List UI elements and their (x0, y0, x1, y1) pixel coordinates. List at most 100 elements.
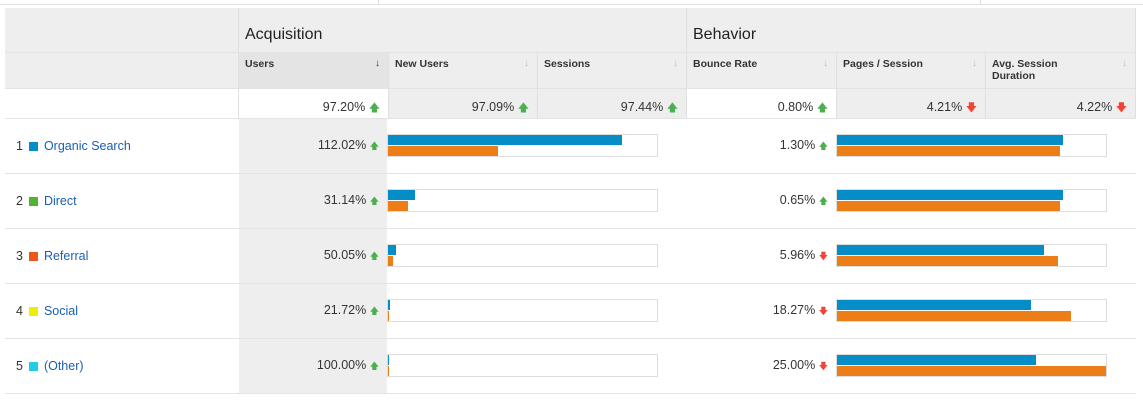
bar-previous (837, 256, 1058, 266)
bar-current (388, 135, 623, 145)
total-cell: 97.20% 🡅 (239, 88, 389, 118)
arrow-down-icon: 🡇 (965, 102, 977, 114)
sort-arrow-icon[interactable]: ↓ (673, 58, 678, 69)
bar-current (837, 245, 1045, 255)
row-label: 3 Referral (5, 229, 239, 284)
arrow-up-icon: 🡅 (368, 102, 380, 114)
acquisition-bar (387, 354, 658, 377)
total-cell: 4.22% 🡇 (986, 88, 1136, 118)
group-header-behavior: Behavior (687, 8, 1136, 52)
table-row: 5 (Other) 100.00% 🡅 25.00% 🡇 (5, 338, 1136, 394)
bar-previous (388, 146, 499, 156)
users-value: 31.14% (323, 193, 367, 207)
column-header[interactable]: Pages / Session ↓ (837, 52, 986, 88)
bar-previous (837, 311, 1072, 321)
column-header[interactable]: Sessions ↓ (538, 52, 687, 88)
column-header[interactable]: Users ↓ (239, 52, 389, 88)
arrow-up-icon: 🡅 (369, 196, 379, 206)
users-cell: 112.02% 🡅 (239, 119, 387, 174)
bounce-value: 18.27% (772, 303, 816, 317)
table-row: 1 Organic Search 112.02% 🡅 1.30% 🡅 (5, 118, 1136, 174)
channel-link[interactable]: Direct (43, 194, 77, 208)
legend-swatch-icon (28, 142, 38, 151)
total-cell: 97.44% 🡅 (538, 88, 687, 118)
legend-swatch-icon (28, 307, 38, 316)
bar-previous (388, 201, 408, 211)
total-value: 4.22% (1076, 100, 1113, 114)
behavior-bar (836, 244, 1107, 267)
total-cell: 4.21% 🡇 (837, 88, 986, 118)
total-cell: 97.09% 🡅 (389, 88, 538, 118)
row-index: 4 (16, 304, 23, 318)
arrow-up-icon: 🡅 (369, 251, 379, 261)
acquisition-bar (387, 134, 658, 157)
row-label: 5 (Other) (5, 339, 239, 394)
bar-current (837, 300, 1031, 310)
acquisition-bar (387, 189, 658, 212)
bar-previous (837, 366, 1106, 376)
channel-link[interactable]: Social (43, 304, 78, 318)
legend-swatch-icon (28, 197, 38, 206)
behavior-bar (836, 299, 1107, 322)
bar-current (837, 355, 1037, 365)
total-value: 97.09% (471, 100, 515, 114)
bounce-value: 1.30% (779, 138, 816, 152)
group-header-blank (5, 8, 239, 52)
bar-current (837, 135, 1063, 145)
bar-current (837, 190, 1063, 200)
arrow-down-icon: 🡇 (818, 361, 828, 371)
bar-previous (388, 311, 390, 321)
column-header[interactable]: Bounce Rate ↓ (687, 52, 837, 88)
group-header-acquisition: Acquisition (239, 8, 687, 52)
users-cell: 100.00% 🡅 (239, 339, 387, 394)
bounce-cell: 25.00% 🡇 (687, 339, 836, 394)
arrow-up-icon: 🡅 (818, 196, 828, 206)
row-label: 4 Social (5, 284, 239, 339)
bar-previous (388, 256, 394, 266)
users-cell: 31.14% 🡅 (239, 174, 387, 229)
bounce-value: 0.65% (779, 193, 816, 207)
column-header[interactable]: New Users ↓ (389, 52, 538, 88)
arrow-down-icon: 🡇 (818, 306, 828, 316)
table-bottom-border (5, 393, 1136, 394)
totals-label-cell (5, 88, 239, 118)
total-value: 97.44% (620, 100, 664, 114)
users-cell: 50.05% 🡅 (239, 229, 387, 284)
bar-current (388, 355, 390, 365)
row-index: 3 (16, 249, 23, 263)
bounce-value: 25.00% (772, 358, 816, 372)
column-header-blank (5, 52, 239, 88)
sort-arrow-icon[interactable]: ↓ (823, 58, 828, 69)
arrow-up-icon: 🡅 (818, 141, 828, 151)
column-header[interactable]: Avg. Session Duration ↓ (986, 52, 1136, 88)
row-index: 1 (16, 139, 23, 153)
top-border (0, 0, 1143, 5)
column-label: Users (245, 58, 275, 70)
channel-link[interactable]: Referral (43, 249, 89, 263)
table-row: 2 Direct 31.14% 🡅 0.65% 🡅 (5, 173, 1136, 229)
bounce-cell: 5.96% 🡇 (687, 229, 836, 284)
bar-previous (837, 201, 1061, 211)
arrow-down-icon: 🡇 (1115, 102, 1127, 114)
legend-swatch-icon (28, 252, 38, 261)
total-cell: 0.80% 🡅 (687, 88, 837, 118)
sort-arrow-icon[interactable]: ↓ (375, 58, 380, 69)
users-value: 21.72% (323, 303, 367, 317)
arrow-down-icon: 🡇 (818, 251, 828, 261)
table-row: 4 Social 21.72% 🡅 18.27% 🡇 (5, 283, 1136, 339)
sort-arrow-icon[interactable]: ↓ (972, 58, 977, 69)
total-value: 0.80% (777, 100, 814, 114)
bounce-cell: 1.30% 🡅 (687, 119, 836, 174)
channel-link[interactable]: Organic Search (43, 139, 131, 153)
users-value: 100.00% (316, 358, 367, 372)
channel-link[interactable]: (Other) (43, 359, 84, 373)
arrow-up-icon: 🡅 (369, 141, 379, 151)
column-label: Sessions (544, 58, 591, 70)
users-cell: 21.72% 🡅 (239, 284, 387, 339)
bar-previous (837, 146, 1061, 156)
users-value: 112.02% (317, 138, 367, 152)
sort-arrow-icon[interactable]: ↓ (1122, 58, 1127, 69)
sort-arrow-icon[interactable]: ↓ (524, 58, 529, 69)
column-label: New Users (395, 58, 449, 70)
bar-current (388, 245, 397, 255)
